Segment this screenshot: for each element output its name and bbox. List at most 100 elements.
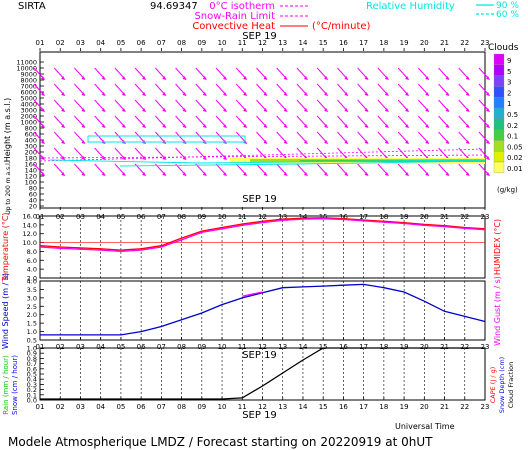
wind-arrow-head — [223, 172, 228, 176]
hour-label: 15 — [319, 343, 328, 351]
wind-arrow-head — [182, 92, 187, 96]
wind-arrow — [256, 163, 268, 176]
hour-label: 09 — [197, 343, 206, 351]
convective-unit: (°C/minute) — [312, 21, 371, 32]
wind-arrow — [215, 115, 228, 128]
wind-arrow — [175, 99, 187, 112]
wind-arrow — [94, 99, 106, 112]
wind-arrow — [256, 99, 268, 112]
wind-arrow-head — [142, 92, 147, 96]
y-tick-label: 3.5 — [27, 286, 37, 294]
wind-arrow-head — [465, 140, 470, 144]
clouds-legend: Clouds 9 5 3 2 1 0.5 0.2 0.1 0.05 0.02 0.01 (g/kg) — [488, 43, 523, 194]
wind-arrow — [316, 99, 329, 112]
wind-arrow-head — [425, 172, 430, 176]
hour-label: 06 — [137, 39, 146, 47]
hour-label: 01 — [36, 39, 45, 47]
legend-label: 0°C isotherm — [209, 1, 275, 12]
wind-arrow — [397, 83, 410, 96]
wind-arrow — [417, 67, 430, 80]
rh-value: 60 % — [496, 10, 519, 20]
hour-label: 22 — [460, 343, 469, 351]
wind-arrow-head — [425, 124, 430, 128]
clouds-legend-level: 0.05 — [507, 143, 523, 151]
wind-arrow-head — [283, 172, 288, 176]
wind-arrow — [114, 67, 126, 80]
wind-arrow — [478, 115, 490, 128]
wind-arrow-head — [243, 172, 248, 176]
wind-arrow-head — [283, 108, 288, 112]
wind-arrow — [296, 99, 308, 112]
wind-arrow — [316, 115, 329, 128]
wind-arrow-head — [445, 108, 450, 112]
clouds-legend-level: 3 — [507, 79, 511, 87]
wind-arrow — [74, 131, 86, 144]
wind-arrow — [215, 99, 228, 112]
y-tick-label: 8.0 — [27, 248, 37, 256]
clouds-legend-swatch — [493, 140, 505, 152]
wind-arrow-head — [202, 108, 207, 112]
hour-label: 20 — [420, 39, 429, 47]
y-tick-label: 6000 — [20, 89, 37, 97]
wind-arrow — [114, 147, 126, 160]
wind-arrow-head — [121, 76, 126, 80]
wind-arrow — [235, 67, 248, 80]
wind-arrow — [276, 115, 288, 128]
wind-arrow-head — [81, 92, 86, 96]
y-tick-label: 180 — [25, 155, 37, 163]
hour-label: 02 — [56, 403, 65, 411]
wind-arrow-head — [344, 108, 349, 112]
wind-arrow — [296, 131, 308, 144]
hour-label: 10 — [218, 343, 227, 351]
wind-arrow-head — [445, 76, 450, 80]
y-tick-label: 0.8 — [27, 355, 37, 363]
wind-arrow-head — [405, 172, 410, 176]
hour-label: 23 — [481, 343, 490, 351]
wind-arrow-head — [162, 108, 167, 112]
wind-arrow — [377, 99, 389, 112]
wind-arrow — [357, 115, 369, 128]
hour-label: 16 — [339, 343, 348, 351]
y-axis-label: Height (m a.s.l.) — [3, 98, 12, 163]
date-label: SEP 19 — [242, 350, 277, 361]
hour-label: 15 — [319, 39, 328, 47]
wind-arrow — [53, 131, 66, 144]
wind-arrow — [397, 67, 410, 80]
y-tick-label: 1.5 — [27, 320, 37, 328]
wind-arrow-head — [121, 92, 126, 96]
wind-arrow-head — [364, 124, 369, 128]
wind-arrow-head — [41, 92, 45, 96]
clouds-legend-swatch — [493, 86, 505, 98]
wind-arrow — [215, 67, 228, 80]
y-axis-label: Rain (mm / hour) — [2, 355, 10, 415]
wind-arrow — [438, 131, 450, 144]
hour-label: 18 — [379, 403, 388, 411]
wind-arrow — [256, 115, 268, 128]
wind-arrow — [256, 67, 268, 80]
wind-arrow — [296, 163, 308, 176]
wind-arrow — [397, 131, 410, 144]
y-tick-label: 4.0 — [27, 266, 37, 274]
wind-arrow — [357, 83, 369, 96]
y-tick-label: 16.0 — [23, 213, 37, 221]
y-tick-label: 0.1 — [27, 391, 37, 399]
wind-arrow — [195, 67, 207, 80]
hour-label: 02 — [56, 39, 65, 47]
wind-arrow-head — [344, 172, 349, 176]
hour-label: 08 — [177, 343, 186, 351]
wind-arrow-head — [223, 108, 228, 112]
wind-arrow-head — [384, 108, 389, 112]
wind-arrow — [134, 115, 147, 128]
snow-rain-limit-line — [39, 154, 486, 159]
wind-arrow-head — [81, 156, 86, 160]
wind-arrow — [53, 99, 66, 112]
y-axis-label: Wind Speed (m / s) — [1, 273, 10, 349]
clouds-legend-swatch — [493, 107, 505, 119]
y-tick-label: 11000 — [16, 59, 37, 67]
hour-label: 04 — [96, 343, 105, 351]
wind-arrow-head — [182, 124, 187, 128]
wind-arrow-head — [384, 76, 389, 80]
y-tick-label: 12.0 — [23, 230, 37, 238]
